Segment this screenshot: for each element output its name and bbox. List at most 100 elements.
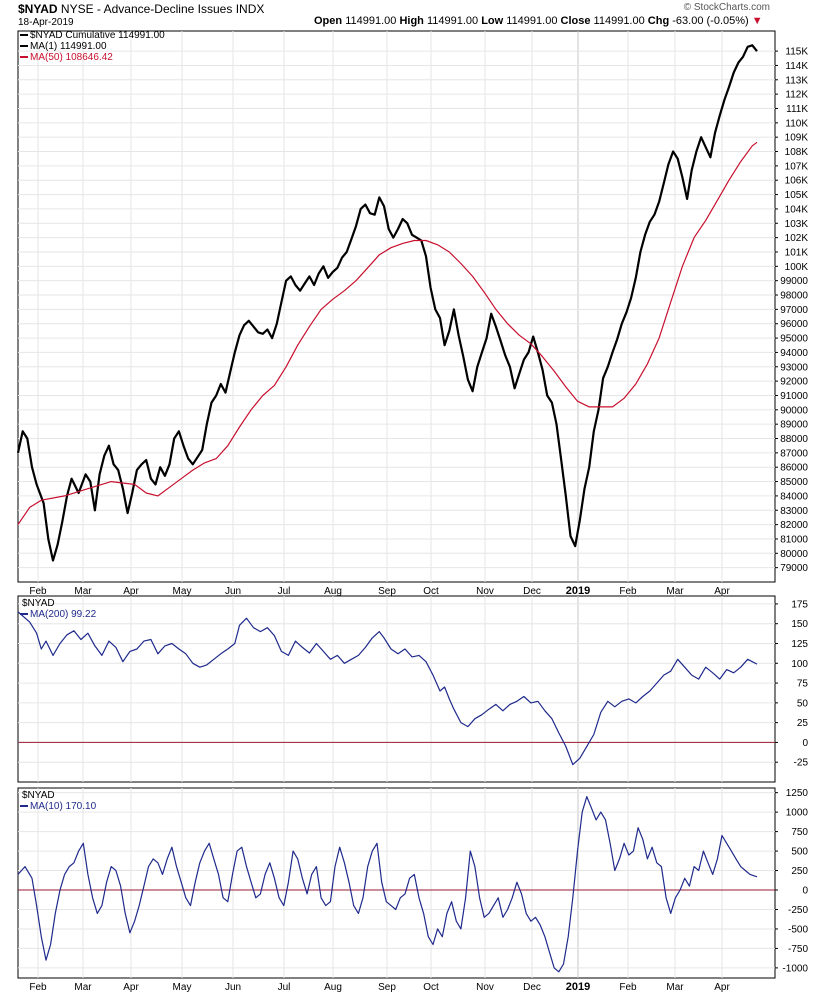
y-tick-label: 83000	[780, 506, 808, 517]
open-label: Open	[314, 15, 343, 27]
y-tick-label: 0	[802, 886, 808, 897]
high-value: 114991.00	[426, 15, 479, 27]
x-tick-label: Dec	[523, 982, 541, 993]
x-tick-label: Oct	[423, 586, 439, 597]
y-tick-label: 107K	[785, 161, 809, 172]
y-tick-label: 93000	[780, 362, 808, 373]
symbol-label: $NYAD	[18, 2, 58, 16]
y-tick-label: 95000	[780, 334, 808, 345]
close-value: 114991.00	[593, 15, 645, 27]
y-tick-label: 100K	[785, 262, 809, 273]
x-tick-label: Mar	[666, 586, 684, 597]
x-tick-label: Oct	[423, 982, 439, 993]
x-tick-label: Aug	[324, 982, 342, 993]
legend-entry: $NYAD Cumulative 114991.00	[30, 30, 165, 41]
x-tick-label: Jul	[278, 982, 291, 993]
series-line-ma-200-	[17, 611, 758, 766]
y-tick-label: 97000	[780, 305, 808, 316]
low-label: Low	[481, 15, 504, 27]
y-tick-label: 108K	[785, 147, 809, 158]
y-tick-label: -750	[788, 944, 808, 955]
x-tick-label: 2019	[566, 981, 590, 993]
y-tick-label: 100	[791, 659, 808, 670]
symbol-exchange: INDX	[235, 2, 265, 16]
y-tick-label: 96000	[780, 319, 808, 330]
y-tick-label: 88000	[780, 434, 808, 445]
y-tick-label: 175	[791, 599, 808, 610]
x-tick-label: Apr	[714, 982, 730, 993]
y-tick-label: 98000	[780, 291, 808, 302]
y-tick-label: 111K	[786, 104, 808, 115]
y-tick-label: 750	[791, 827, 808, 838]
low-value: 114991.00	[506, 15, 558, 27]
legend-entry: MA(10) 170.10	[30, 801, 97, 812]
y-tick-label: 114K	[785, 61, 808, 72]
x-tick-label: 2019	[566, 585, 590, 597]
y-tick-label: 113K	[785, 75, 808, 86]
legend-entry: MA(50) 108646.42	[30, 52, 113, 63]
x-tick-label: Dec	[523, 586, 541, 597]
x-tick-label: Sep	[378, 982, 396, 993]
y-tick-label: 1000	[786, 808, 809, 819]
x-tick-label: Feb	[619, 586, 637, 597]
y-tick-label: -1000	[782, 963, 808, 974]
y-tick-label: 103K	[785, 219, 809, 230]
y-tick-label: 500	[791, 847, 808, 858]
y-tick-label: 1250	[786, 788, 809, 799]
y-tick-label: 92000	[780, 377, 808, 388]
y-tick-label: -250	[788, 905, 808, 916]
y-tick-label: 106K	[785, 176, 809, 187]
x-tick-label: Mar	[74, 586, 92, 597]
y-tick-label: 105K	[785, 190, 809, 201]
x-tick-label: Nov	[476, 982, 494, 993]
panel-price: 79000 80000 81000 82000 83000 84000 85000 86000…	[16, 30, 809, 597]
y-tick-label: 115K	[785, 47, 808, 58]
panel-ma10: -1000 -750 -500 -250 0 250 500 750 1000 1250 $NYAD…	[17, 787, 809, 993]
x-tick-label: Jul	[278, 586, 291, 597]
chart-date: 18-Apr-2019	[18, 17, 74, 28]
y-tick-label: -500	[788, 924, 808, 935]
x-tick-label: Nov	[476, 586, 494, 597]
x-tick-label: Mar	[666, 982, 684, 993]
y-tick-label: 80000	[780, 549, 808, 560]
ohlc-readout: Open 114991.00 High 114991.00 Low 114991…	[314, 15, 763, 27]
chg-value: -63.00 (-0.05%)	[672, 15, 749, 27]
panel-frame	[17, 787, 776, 979]
panel-title: $NYAD	[22, 790, 55, 801]
chg-label: Chg	[647, 15, 670, 27]
series-line--nyad-cumulative	[16, 44, 758, 562]
y-tick-label: 102K	[785, 233, 809, 244]
high-label: High	[399, 15, 424, 27]
x-tick-label: Apr	[714, 586, 730, 597]
y-tick-label: 99000	[780, 276, 808, 287]
y-tick-label: 112K	[785, 90, 808, 101]
y-tick-label: 85000	[780, 477, 808, 488]
y-tick-label: 0	[802, 738, 808, 749]
close-label: Close	[560, 15, 591, 27]
x-tick-label: Apr	[123, 982, 139, 993]
x-tick-label: Feb	[29, 586, 47, 597]
y-tick-label: 91000	[780, 391, 808, 402]
open-value: 114991.00	[345, 15, 397, 27]
y-tick-label: 150	[791, 619, 808, 630]
y-tick-label: -25	[794, 758, 809, 769]
y-tick-label: 101K	[785, 247, 809, 258]
y-tick-label: 79000	[780, 563, 808, 574]
x-tick-label: Feb	[29, 982, 47, 993]
series-line-ma-50-	[17, 141, 758, 525]
x-tick-label: Feb	[619, 982, 637, 993]
x-tick-label: Mar	[74, 982, 92, 993]
chart-symbol-header: $NYAD NYSE - Advance-Decline Issues INDX	[18, 2, 264, 16]
chg-down-icon: ▼	[751, 15, 763, 27]
legend-entry: MA(200) 99.22	[30, 609, 97, 620]
y-tick-label: 109K	[785, 133, 809, 144]
y-tick-label: 89000	[780, 420, 808, 431]
x-tick-label: Aug	[324, 586, 342, 597]
series-line-ma-10-	[17, 796, 758, 973]
y-tick-label: 104K	[785, 204, 809, 215]
y-tick-label: 250	[791, 866, 808, 877]
x-tick-label: Jun	[225, 586, 241, 597]
x-tick-label: May	[173, 982, 192, 993]
